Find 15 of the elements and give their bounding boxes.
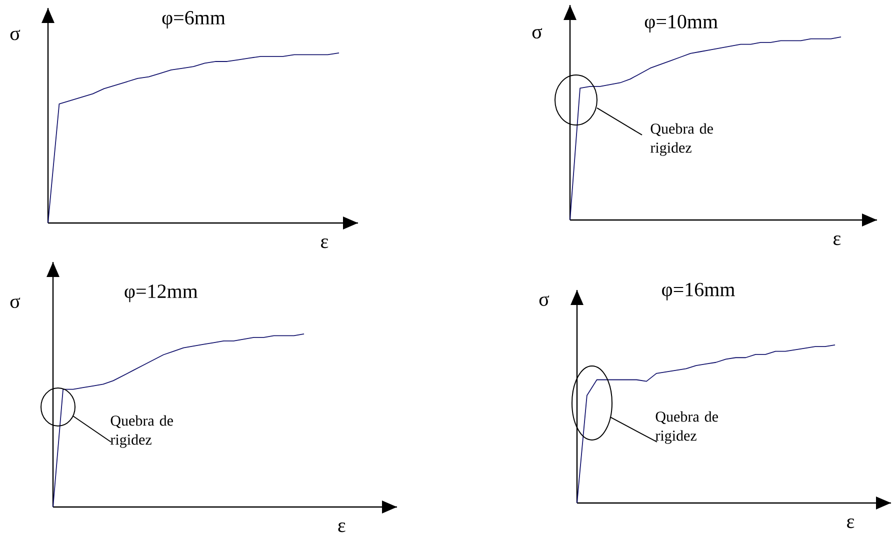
- annotation: Quebra de rigidez: [656, 411, 718, 444]
- y-axis-title: σ: [539, 296, 550, 306]
- chart-title: φ=16mm: [662, 282, 735, 300]
- chart-title: φ=12mm: [124, 284, 198, 302]
- y-axis-title: σ: [10, 30, 20, 40]
- y-axis-title: σ: [10, 298, 20, 308]
- y-axis-title: σ: [532, 28, 542, 39]
- x-axis-title: ε: [338, 522, 346, 532]
- x-axis-title: ε: [321, 238, 328, 248]
- annotation: Quebra de rigidez: [650, 123, 713, 156]
- chart-title: φ=6mm: [162, 11, 226, 29]
- annotation: Quebra de rigidez: [110, 415, 173, 448]
- x-axis-title: ε: [834, 236, 841, 246]
- x-axis-title: ε: [847, 518, 854, 528]
- chart-title: φ=10mm: [644, 14, 718, 32]
